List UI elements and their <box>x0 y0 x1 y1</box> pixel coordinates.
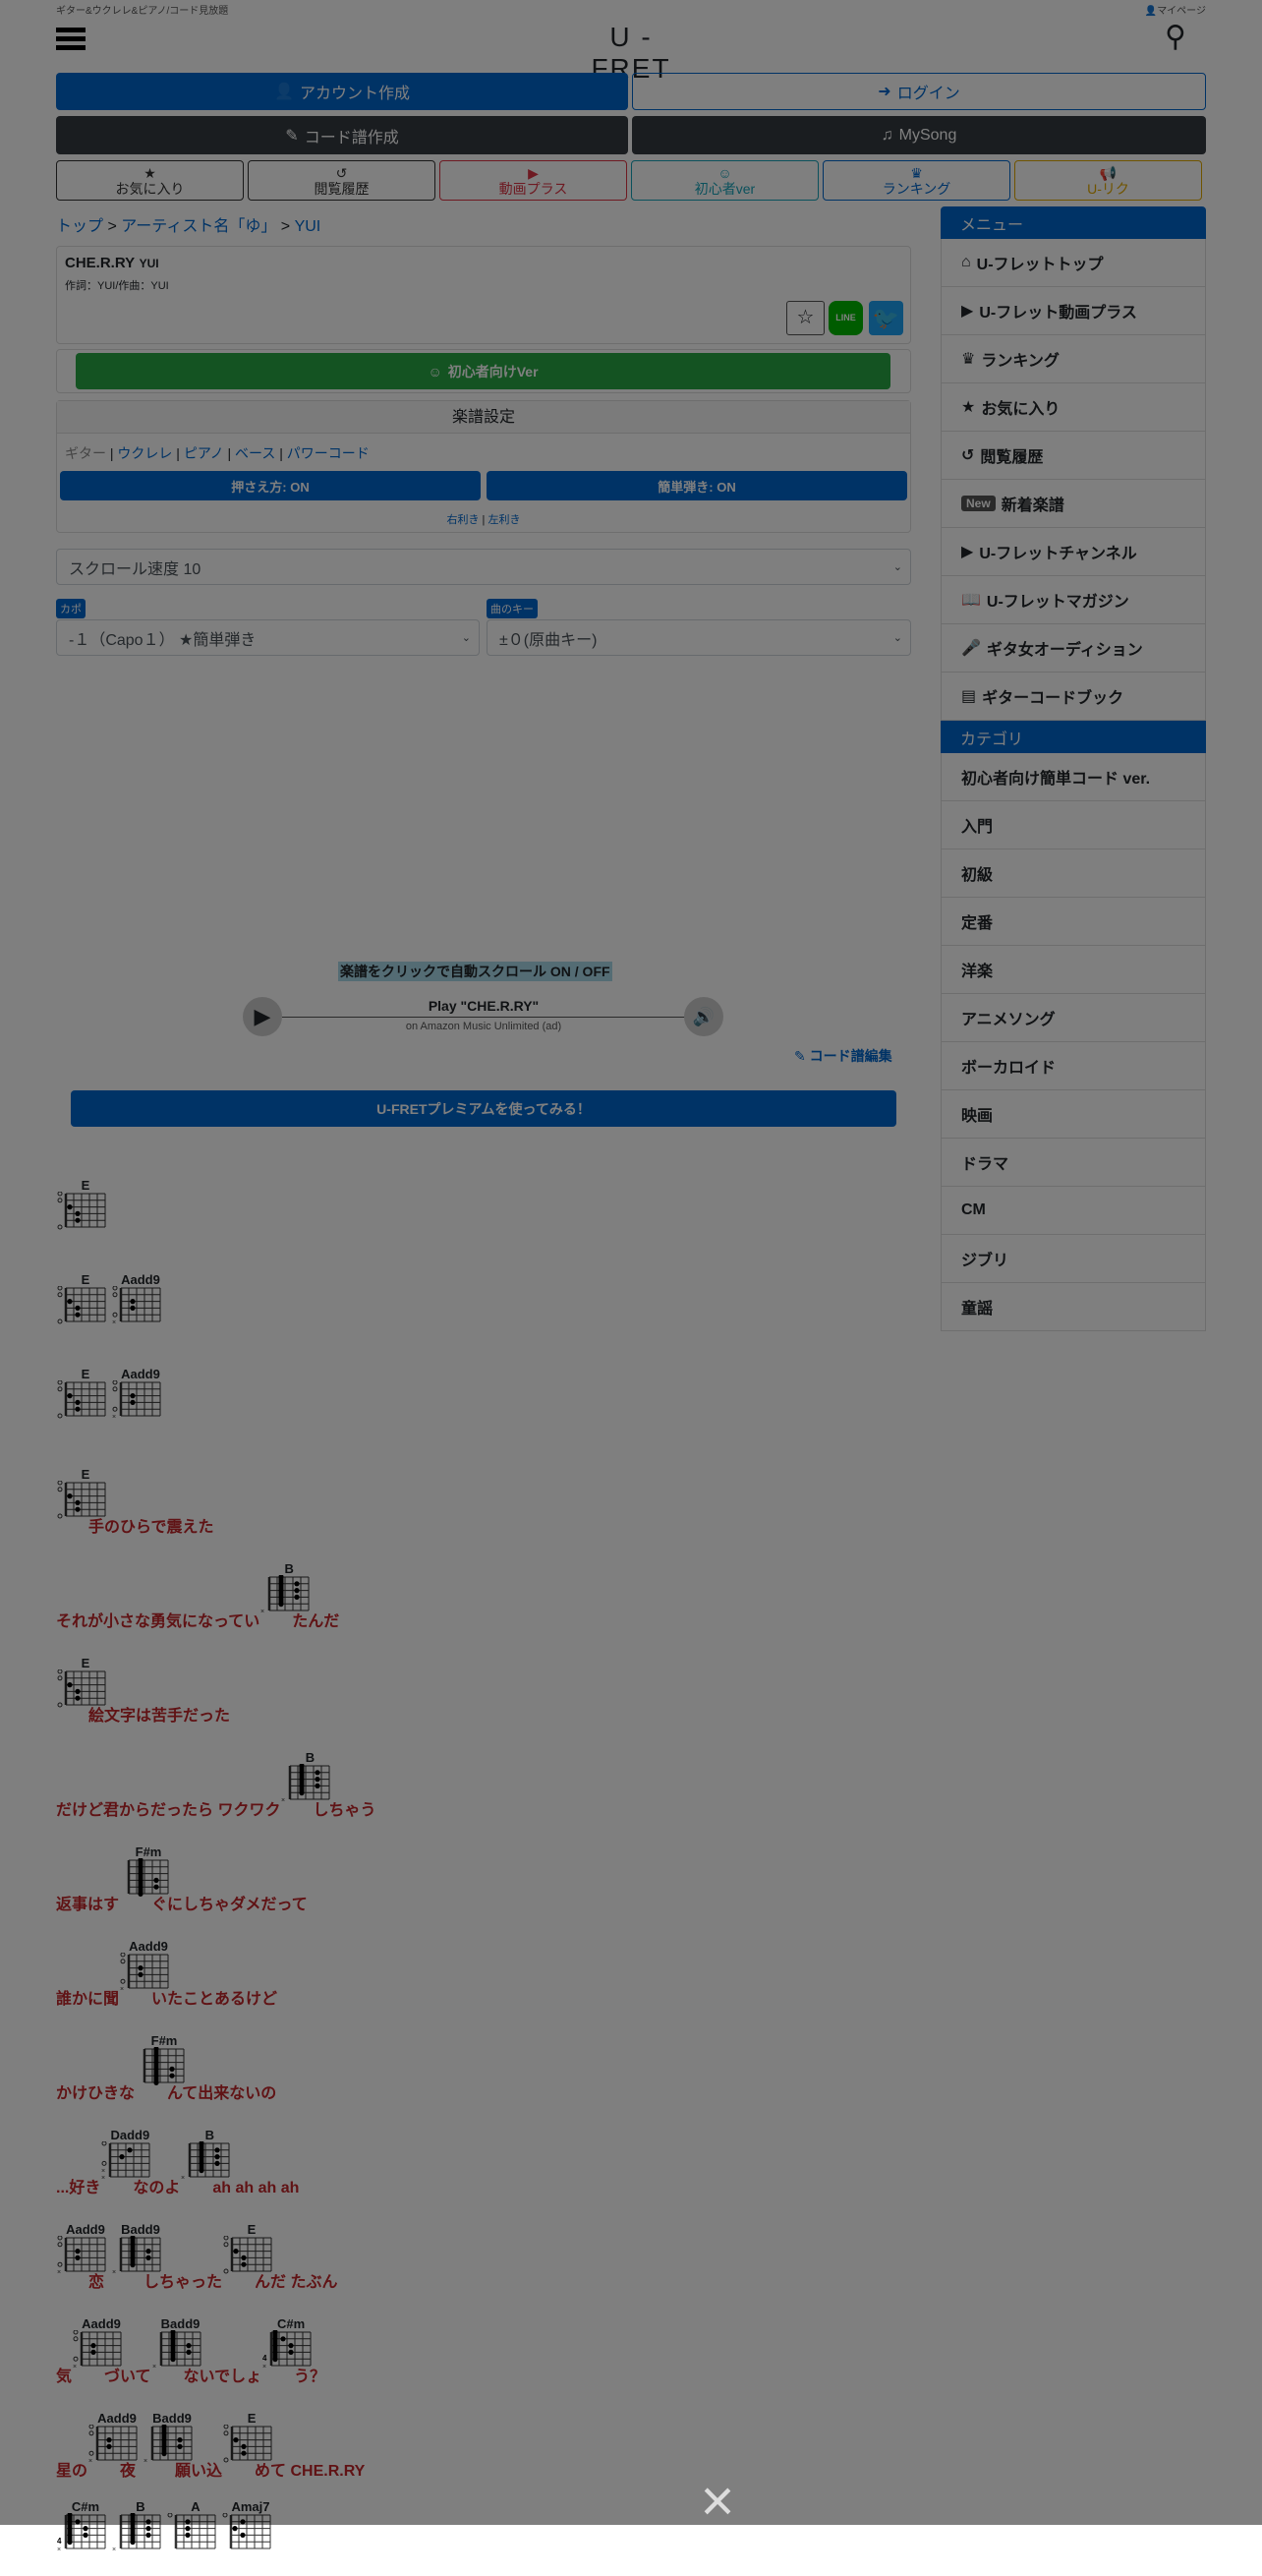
lyric <box>221 2556 276 2576</box>
lyric <box>111 2556 166 2576</box>
finger-dot <box>232 2526 238 2532</box>
finger-dot <box>83 2532 88 2538</box>
finger-dot <box>185 2526 191 2532</box>
base-fret-label: 4 <box>57 2537 62 2546</box>
lyric <box>56 2556 111 2576</box>
finger-dot <box>145 2532 151 2538</box>
close-icon[interactable]: × <box>700 2468 735 2534</box>
muted-string-mark: × <box>112 2547 116 2553</box>
finger-dot <box>240 2532 246 2538</box>
finger-dot <box>83 2526 88 2532</box>
finger-dot <box>145 2526 151 2532</box>
lyric <box>166 2556 221 2576</box>
finger-dot <box>185 2532 191 2538</box>
muted-string-mark: × <box>57 2547 61 2553</box>
